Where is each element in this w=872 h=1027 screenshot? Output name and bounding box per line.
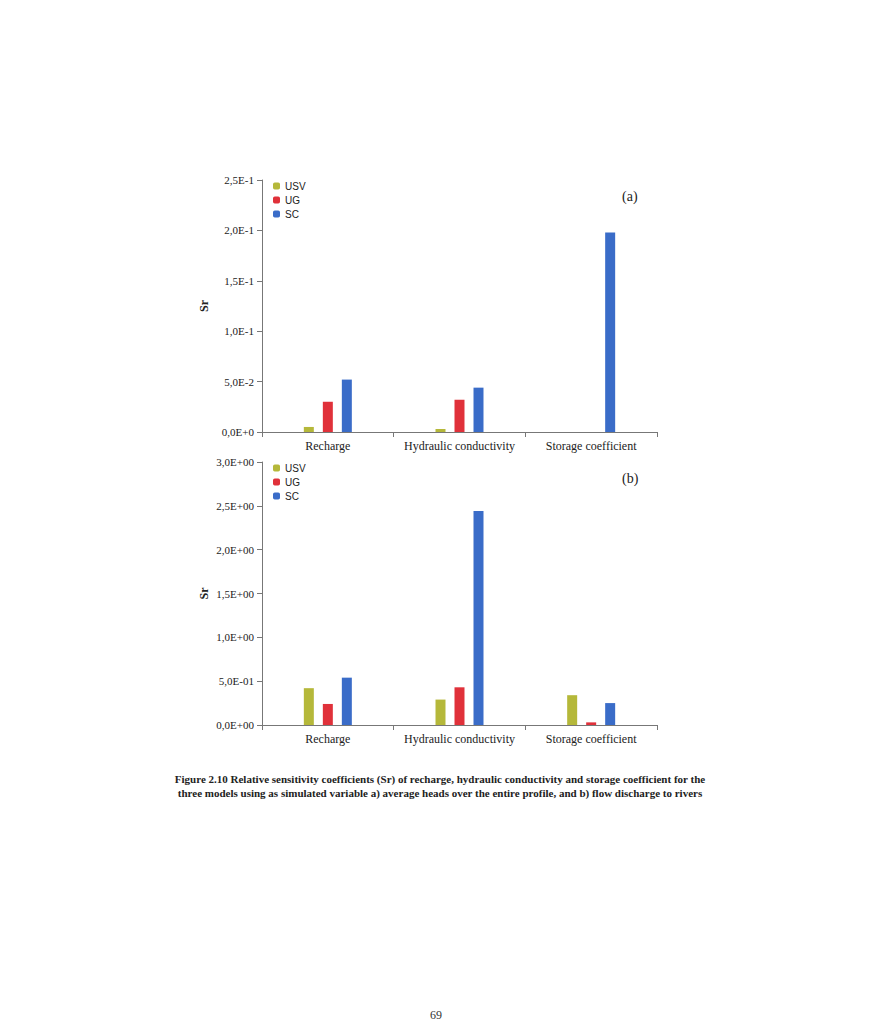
svg-text:(b): (b): [622, 471, 639, 487]
svg-text:2,0E-1: 2,0E-1: [224, 224, 254, 236]
svg-text:Recharge: Recharge: [305, 439, 350, 453]
svg-text:Hydraulic conductivity: Hydraulic conductivity: [404, 732, 515, 746]
svg-text:SC: SC: [285, 491, 299, 502]
svg-text:USV: USV: [285, 181, 306, 192]
svg-text:Sr: Sr: [197, 299, 211, 312]
svg-text:Sr: Sr: [197, 587, 211, 600]
svg-text:1,0E+00: 1,0E+00: [216, 631, 254, 643]
svg-text:Storage coefficient: Storage coefficient: [546, 732, 637, 746]
svg-text:5,0E-2: 5,0E-2: [224, 376, 254, 388]
svg-text:Recharge: Recharge: [305, 732, 350, 746]
svg-text:SC: SC: [285, 209, 299, 220]
svg-text:UG: UG: [285, 195, 300, 206]
svg-text:2,5E-1: 2,5E-1: [224, 174, 254, 186]
svg-text:Hydraulic conductivity: Hydraulic conductivity: [404, 439, 515, 453]
html-text:Figure 2.10 Relative sensitivi: Figure 2.10 Relative sensitivity coeffic…: [174, 773, 706, 799]
svg-text:2,5E+00: 2,5E+00: [216, 500, 254, 512]
svg-text:USV: USV: [285, 463, 306, 474]
svg-text:(a): (a): [622, 189, 638, 205]
svg-text:1,0E-1: 1,0E-1: [224, 325, 254, 337]
svg-text:Storage coefficient: Storage coefficient: [546, 439, 637, 453]
svg-text:0,0E+0: 0,0E+0: [222, 426, 255, 438]
svg-text:0,0E+00: 0,0E+00: [216, 719, 254, 731]
svg-text:3,0E+00: 3,0E+00: [216, 456, 254, 468]
svg-text:5,0E-01: 5,0E-01: [219, 675, 254, 687]
svg-text:1,5E-1: 1,5E-1: [224, 275, 254, 287]
html-text:69: 69: [430, 1008, 442, 1022]
svg-text:2,0E+00: 2,0E+00: [216, 544, 254, 556]
svg-text:1,5E+00: 1,5E+00: [216, 588, 254, 600]
svg-text:UG: UG: [285, 477, 300, 488]
